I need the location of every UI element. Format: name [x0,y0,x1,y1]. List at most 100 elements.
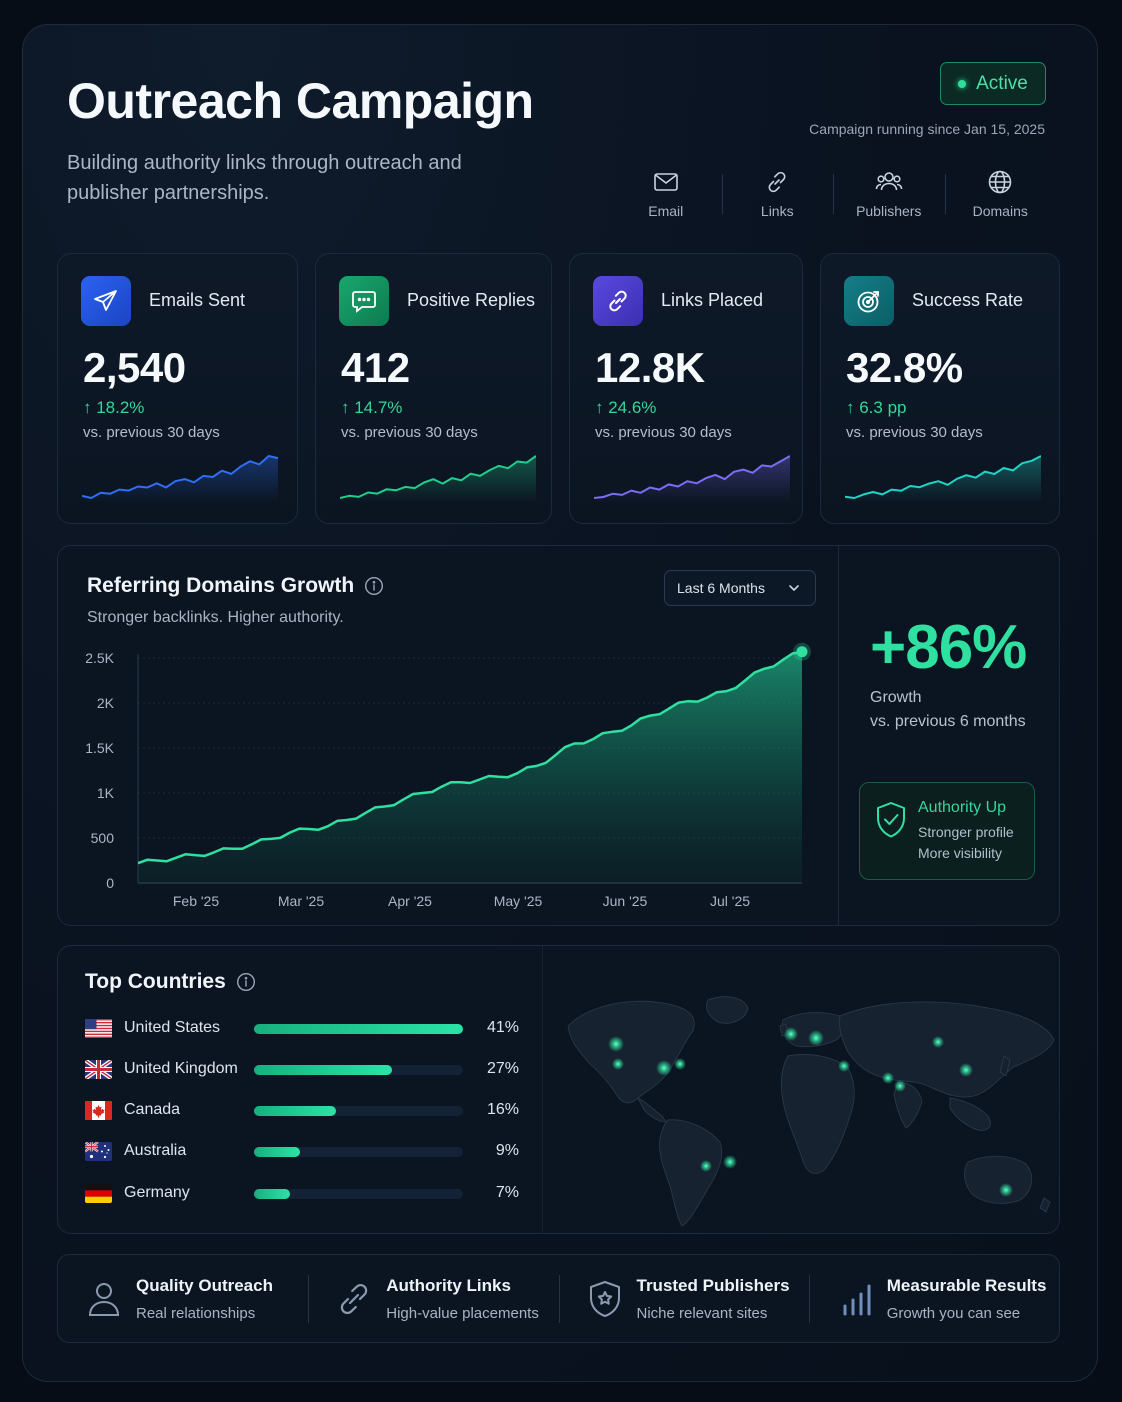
card-divider [838,546,839,925]
feature-subtitle: Growth you can see [886,1304,1021,1322]
country-row[interactable]: Germany 7% [85,1182,525,1206]
sparkline-line [845,455,1041,499]
kpi-icon-box [844,276,894,326]
feature-authority-links: Authority Links High-value placements [308,1255,558,1342]
map-hotspot [700,1160,712,1172]
y-tick-label: 1K [97,785,115,801]
kpi-delta: ↑ 18.2% [83,398,145,417]
area-fill [138,651,802,883]
kpi-note: vs. previous 30 days [341,424,478,441]
map-hotspot [784,1027,798,1041]
country-percent: 9% [495,1142,519,1159]
india-shape [893,1081,923,1129]
feature-trusted-publishers: Trusted Publishers Niche relevant sites [558,1255,809,1342]
referring-domains-chart: 0 500 1K 1.5K 2K 2.5K Feb '25 Mar '25 Apr '25 May… [85,642,811,909]
map-hotspot [894,1080,906,1092]
chevron-down-icon [789,585,799,591]
kpi-value: 12.8K [595,344,705,391]
country-percent: 7% [495,1184,519,1201]
country-name: United Kingdom [124,1060,238,1077]
japan-shape [999,1055,1011,1077]
country-percent: 16% [486,1101,519,1118]
kpi-delta: ↑ 6.3 pp [846,398,907,417]
feature-subtitle: Real relationships [136,1304,256,1322]
kpi-delta: ↑ 24.6% [595,398,657,417]
x-tick-label: Jun '25 [603,893,648,909]
country-name: Australia [124,1142,187,1159]
channel-links[interactable]: Links [721,168,834,224]
north-america-shape [567,1000,695,1104]
country-bar-track [254,1024,463,1034]
africa-shape [780,1054,855,1174]
map-hotspot [999,1183,1013,1197]
mail-icon [653,173,678,191]
kpi-card-emails-sent[interactable]: Emails Sent 2,540 ↑ 18.2% vs. previous 3… [57,253,298,524]
map-hotspot [838,1060,850,1072]
us-flag-icon [85,1019,112,1038]
shield-star-icon [589,1280,620,1317]
kpi-label: Success Rate [912,290,1024,310]
features-strip: Quality Outreach Real relationships Autho… [57,1254,1060,1343]
kpi-label: Links Placed [661,290,764,310]
campaign-running-since: Campaign running since Jan 15, 2025 [809,121,1045,137]
status-badge[interactable]: Active [940,62,1046,105]
globe-icon [988,170,1012,194]
country-bar-track [254,1147,463,1157]
link-icon [768,171,786,193]
top-countries-card: Top Countries United States 41% United K… [57,945,1060,1234]
channel-label: Links [760,203,794,219]
growth-comparison: vs. previous 6 months [870,713,1026,730]
bar-chart-icon [843,1284,871,1315]
asia-shape [839,1001,1055,1098]
area-line [137,650,803,865]
growth-percentage: +86% [870,613,1027,682]
country-row[interactable]: United Kingdom 27% [85,1058,525,1082]
chat-icon [352,291,376,313]
map-hotspot [959,1063,973,1077]
country-row[interactable]: Australia 9% [85,1140,525,1164]
channel-publishers[interactable]: Publishers [833,168,945,224]
kpi-card-positive-replies[interactable]: Positive Replies 412 ↑ 14.7% vs. previou… [315,253,552,524]
uk-flag-icon [85,1060,112,1079]
country-bar-track [254,1189,463,1199]
country-row[interactable]: Canada 16% [85,1099,525,1123]
x-tick-label: Mar '25 [278,893,324,909]
map-hotspot [723,1155,737,1169]
kpi-card-success-rate[interactable]: Success Rate 32.8% ↑ 6.3 pp vs. previous… [820,253,1060,524]
x-tick-label: Feb '25 [173,893,219,909]
map-hotspot [882,1072,894,1084]
page-subtitle: Building authority links through outreac… [67,152,462,204]
kpi-label: Positive Replies [407,290,536,310]
southeast-asia-shape [949,1097,991,1131]
canada-flag-icon [85,1101,112,1120]
countries-title: Top Countries [85,970,256,994]
sparkline-line [82,455,278,499]
europe-shape [781,1012,845,1048]
feature-subtitle: High-value placements [386,1304,539,1322]
y-tick-label: 2.5K [85,650,114,666]
country-bar-fill [254,1065,392,1075]
growth-label: Growth [870,689,922,706]
x-tick-label: Jul '25 [710,893,750,909]
date-range-select[interactable]: Last 6 Months [664,570,816,606]
sparkline-area [594,456,790,502]
country-bar-fill [254,1106,336,1116]
map-hotspot [656,1060,672,1076]
feature-measurable-results: Measurable Results Growth you can see [808,1255,1059,1342]
channel-domains[interactable]: Domains [944,168,1057,224]
kpi-value: 32.8% [846,344,963,391]
country-row[interactable]: United States 41% [85,1017,525,1041]
kpi-value: 412 [341,344,410,391]
countries-title-text: Top Countries [85,970,226,993]
x-tick-label: May '25 [494,893,543,909]
info-icon[interactable] [364,576,384,596]
country-bar-track [254,1065,463,1075]
channel-email[interactable]: Email [610,168,722,224]
country-percent: 27% [486,1060,519,1077]
channel-label: Email [648,203,684,219]
kpi-card-links-placed[interactable]: Links Placed 12.8K ↑ 24.6% vs. previous … [569,253,803,524]
info-icon[interactable] [236,972,256,992]
date-range-value: Last 6 Months [677,580,765,596]
chart-title: Referring Domains Growth [87,574,384,598]
map-hotspot [608,1036,624,1052]
